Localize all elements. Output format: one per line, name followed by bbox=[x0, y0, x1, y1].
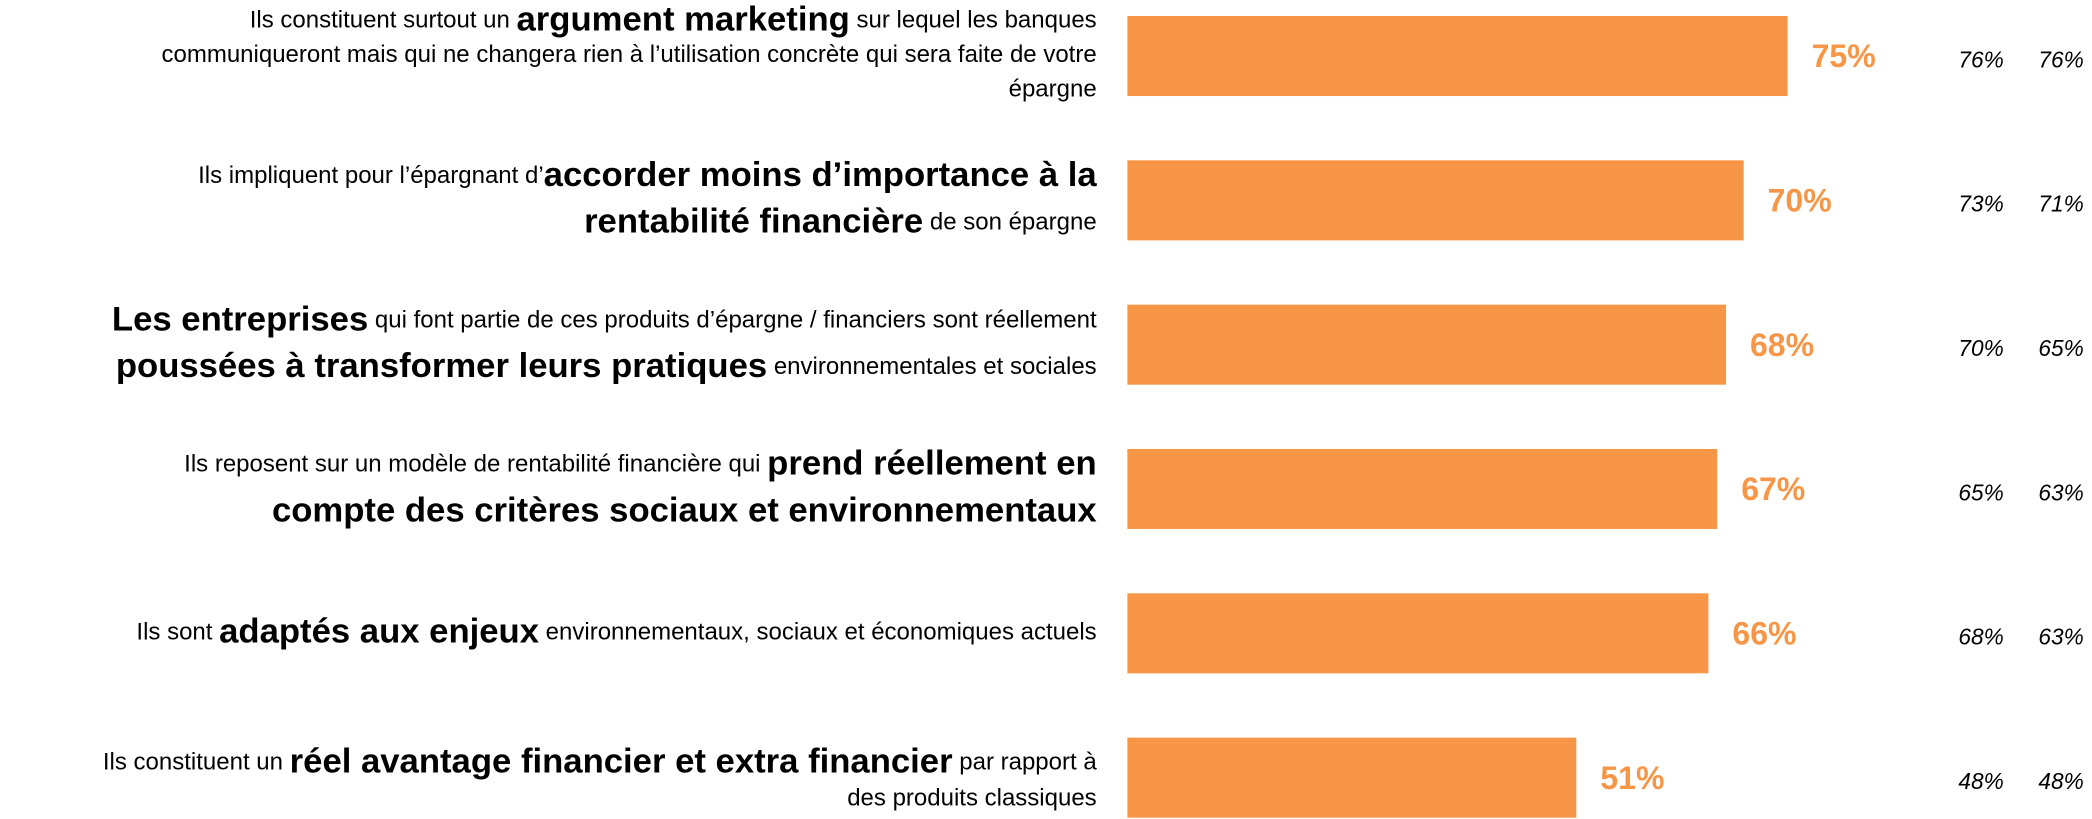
category-label-text: Ils constituent surtout un bbox=[250, 7, 517, 34]
category-label-text: Ils reposent sur un modèle de rentabilit… bbox=[184, 451, 767, 478]
comparison-label: 48% bbox=[2038, 768, 2083, 794]
comparison-label: 63% bbox=[2038, 479, 2083, 505]
category-label-line: Ils impliquent pour l’épargnant d’accord… bbox=[198, 156, 1097, 194]
bar bbox=[1127, 737, 1577, 818]
comparison-label: 63% bbox=[2038, 624, 2083, 650]
value-label: 70% bbox=[1768, 182, 1832, 218]
category-label-line: poussées à transformer leurs pratiques e… bbox=[116, 347, 1097, 385]
bar bbox=[1127, 448, 1718, 530]
category-label-bold: rentabilité financière bbox=[584, 203, 923, 241]
category-label-text: Ils impliquent pour l’épargnant d’ bbox=[198, 162, 544, 189]
category-label-line: Ils reposent sur un modèle de rentabilit… bbox=[184, 445, 1097, 483]
value-label: 67% bbox=[1741, 471, 1805, 507]
category-label-bold: réel avantage financier et extra financi… bbox=[290, 743, 953, 781]
bar bbox=[1127, 160, 1744, 241]
comparison-label: 76% bbox=[2038, 46, 2083, 72]
category-label-bold: argument marketing bbox=[517, 0, 850, 38]
category-label-bold: poussées à transformer leurs pratiques bbox=[116, 347, 767, 385]
category-label-line: Ils sont adaptés aux enjeux environnemen… bbox=[136, 612, 1096, 650]
category-label-text: qui font partie de ces produits d’épargn… bbox=[368, 307, 1097, 334]
category-label-bold: compte des critères sociaux et environne… bbox=[272, 491, 1097, 529]
comparison-label: 65% bbox=[2038, 335, 2083, 361]
category-label-bold: prend réellement en bbox=[767, 445, 1096, 483]
category-label-text: environnementaux, sociaux et économiques… bbox=[539, 619, 1097, 646]
value-label: 75% bbox=[1812, 38, 1876, 74]
comparison-label: 65% bbox=[1958, 479, 2003, 505]
category-label-bold: adaptés aux enjeux bbox=[219, 612, 540, 650]
comparison-label: 68% bbox=[1958, 624, 2003, 650]
category-label-line: épargne bbox=[1009, 76, 1097, 103]
category-label-text: sur lequel les banques bbox=[850, 7, 1097, 34]
comparison-label: 73% bbox=[1958, 191, 2003, 217]
comparison-label: 48% bbox=[1958, 768, 2003, 794]
category-label-text: de son épargne bbox=[923, 209, 1096, 236]
category-label-line: communiqueront mais qui ne changera rien… bbox=[161, 41, 1096, 68]
category-label-text: épargne bbox=[1009, 76, 1097, 103]
bar bbox=[1127, 593, 1709, 674]
value-label: 66% bbox=[1732, 615, 1796, 651]
category-label-line: des produits classiques bbox=[847, 785, 1096, 812]
category-label-text: par rapport à bbox=[953, 749, 1098, 776]
category-label-text: des produits classiques bbox=[847, 785, 1096, 812]
category-label-line: compte des critères sociaux et environne… bbox=[272, 491, 1097, 529]
category-label-line: Ils constituent un réel avantage financi… bbox=[103, 743, 1097, 781]
comparison-label: 70% bbox=[1958, 335, 2003, 361]
bar bbox=[1127, 304, 1727, 385]
category-label-line: Ils constituent surtout un argument mark… bbox=[250, 0, 1097, 38]
comparison-label: 76% bbox=[1958, 46, 2003, 72]
category-label-bold: accorder moins d’importance à la bbox=[544, 156, 1098, 194]
category-label-line: rentabilité financière de son épargne bbox=[584, 203, 1097, 241]
bar bbox=[1127, 16, 1788, 97]
comparison-label: 71% bbox=[2038, 191, 2083, 217]
category-label-text: environnementales et sociales bbox=[767, 353, 1097, 380]
value-label: 51% bbox=[1600, 760, 1664, 796]
category-label-text: communiqueront mais qui ne changera rien… bbox=[161, 41, 1096, 68]
category-label-text: Ils sont bbox=[136, 619, 219, 646]
value-label: 68% bbox=[1750, 327, 1814, 363]
category-label-bold: Les entreprises bbox=[112, 300, 368, 338]
category-label-line: Les entreprises qui font partie de ces p… bbox=[112, 300, 1097, 338]
category-label-text: Ils constituent un bbox=[103, 749, 290, 776]
